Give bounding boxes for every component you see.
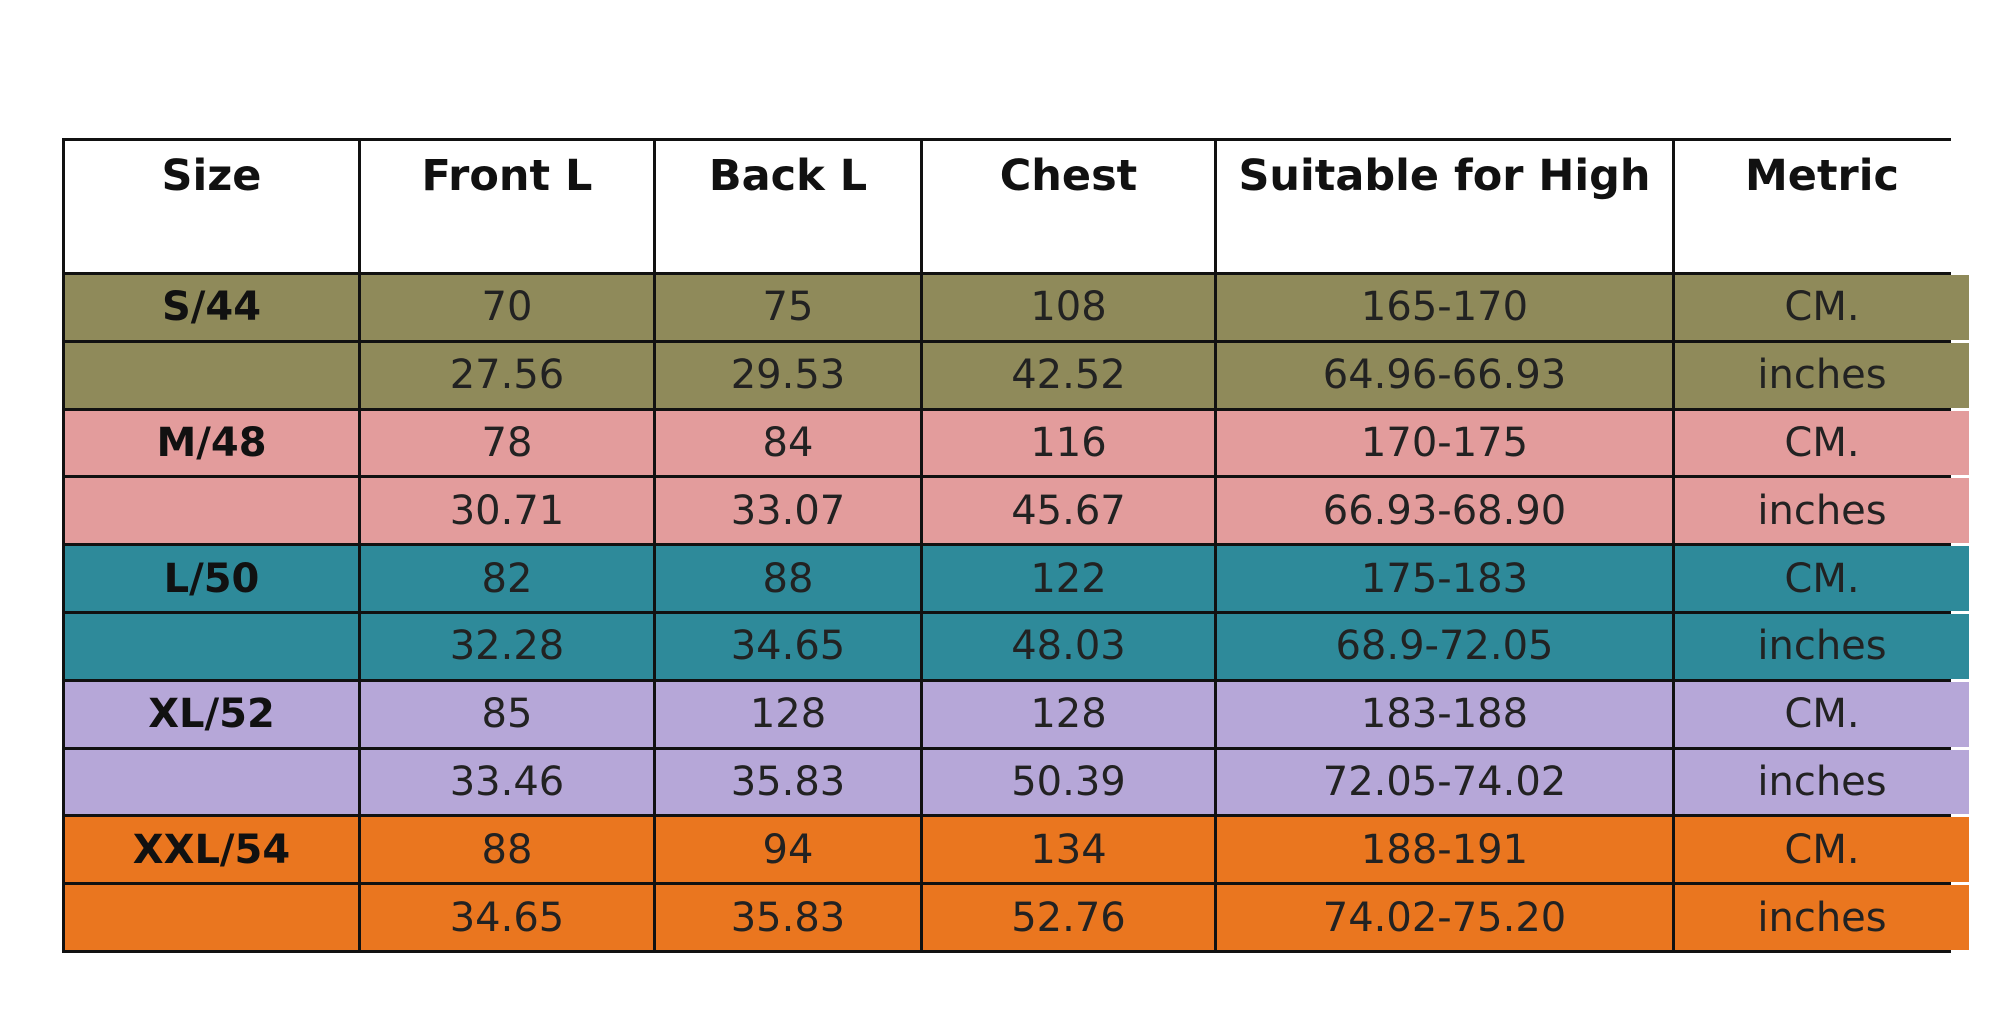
- size-cell: [65, 749, 358, 815]
- size-cell: XL/52: [65, 681, 358, 747]
- data-cell: 75: [656, 275, 920, 340]
- header-cell: Size: [65, 141, 358, 272]
- data-cell: 30.71: [361, 478, 653, 544]
- data-cell: 134: [923, 817, 1214, 883]
- data-cell: 82: [361, 546, 653, 611]
- data-cell: 32.28: [361, 613, 653, 679]
- data-cell: CM.: [1675, 681, 1969, 747]
- size-cell: S/44: [65, 275, 358, 340]
- header-cell: Back L: [656, 141, 920, 272]
- data-cell: 88: [656, 546, 920, 611]
- size-cell: [65, 478, 358, 544]
- data-cell: 94: [656, 817, 920, 883]
- data-cell: CM.: [1675, 546, 1969, 611]
- data-cell: CM.: [1675, 275, 1969, 340]
- data-cell: 68.9-72.05: [1217, 613, 1672, 679]
- data-cell: 74.02-75.20: [1217, 885, 1672, 950]
- data-cell: 48.03: [923, 613, 1214, 679]
- data-cell: 66.93-68.90: [1217, 478, 1672, 544]
- data-cell: 128: [656, 681, 920, 747]
- data-cell: 78: [361, 410, 653, 476]
- data-cell: 72.05-74.02: [1217, 749, 1672, 815]
- data-cell: 170-175: [1217, 410, 1672, 476]
- size-cell: XXL/54: [65, 817, 358, 883]
- data-cell: inches: [1675, 885, 1969, 950]
- size-table: Size Front L Back L Chest Suitable for High M…: [62, 138, 1969, 953]
- size-cell: [65, 613, 358, 679]
- header-cell: Metric: [1675, 141, 1969, 272]
- data-cell: 85: [361, 681, 653, 747]
- size-cell: [65, 342, 358, 408]
- header-cell: Chest: [923, 141, 1214, 272]
- data-cell: inches: [1675, 478, 1969, 544]
- data-cell: 45.67: [923, 478, 1214, 544]
- data-cell: inches: [1675, 342, 1969, 408]
- data-cell: 88: [361, 817, 653, 883]
- data-cell: 122: [923, 546, 1214, 611]
- data-cell: 33.46: [361, 749, 653, 815]
- size-cell: L/50: [65, 546, 358, 611]
- size-cell: [65, 885, 358, 950]
- data-cell: inches: [1675, 749, 1969, 815]
- data-cell: 116: [923, 410, 1214, 476]
- data-cell: 64.96-66.93: [1217, 342, 1672, 408]
- data-cell: CM.: [1675, 410, 1969, 476]
- data-cell: 108: [923, 275, 1214, 340]
- data-cell: 27.56: [361, 342, 653, 408]
- data-cell: 165-170: [1217, 275, 1672, 340]
- data-cell: 183-188: [1217, 681, 1672, 747]
- data-cell: 34.65: [656, 613, 920, 679]
- data-cell: 35.83: [656, 885, 920, 950]
- data-cell: 175-183: [1217, 546, 1672, 611]
- data-cell: 29.53: [656, 342, 920, 408]
- data-cell: 84: [656, 410, 920, 476]
- data-cell: 70: [361, 275, 653, 340]
- data-cell: 50.39: [923, 749, 1214, 815]
- header-cell: Front L: [361, 141, 653, 272]
- data-cell: 34.65: [361, 885, 653, 950]
- data-cell: 128: [923, 681, 1214, 747]
- data-cell: CM.: [1675, 817, 1969, 883]
- data-cell: 52.76: [923, 885, 1214, 950]
- header-cell: Suitable for High: [1217, 141, 1672, 272]
- data-cell: 33.07: [656, 478, 920, 544]
- data-cell: 188-191: [1217, 817, 1672, 883]
- data-cell: 42.52: [923, 342, 1214, 408]
- data-cell: inches: [1675, 613, 1969, 679]
- data-cell: 35.83: [656, 749, 920, 815]
- size-cell: M/48: [65, 410, 358, 476]
